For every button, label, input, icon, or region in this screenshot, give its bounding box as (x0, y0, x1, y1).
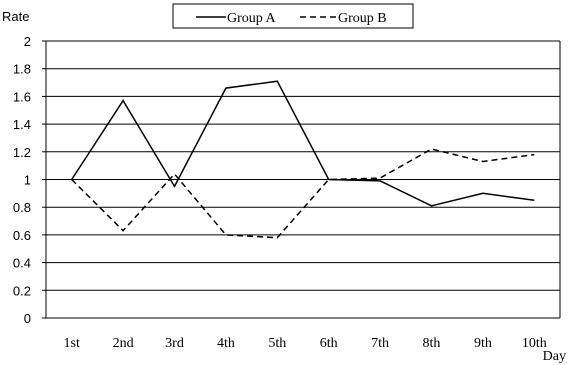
x-tick-label: 5th (268, 336, 286, 351)
legend-label-group-b: Group B (338, 11, 387, 26)
x-tick-label: 9th (474, 336, 492, 351)
x-tick-label: 7th (371, 336, 389, 351)
legend: Group A Group B (172, 3, 414, 29)
series-line-group-a (71, 80, 535, 207)
y-tick-label: 1.4 (13, 117, 31, 132)
y-tick-label: 0.4 (13, 256, 31, 271)
y-axis-label: Rate (2, 9, 29, 24)
y-tick-label: 0.2 (13, 283, 31, 298)
series-lines (71, 80, 535, 239)
x-tick-label: 10th (522, 336, 547, 351)
x-tick-label: 2nd (113, 336, 134, 351)
x-tick-label: 4th (217, 336, 235, 351)
x-tick-label: 1st (64, 336, 80, 351)
y-tick-labels: 0 0.2 0.4 0.6 0.8 1 1.2 1.4 1.6 1.8 2 (13, 34, 31, 326)
gridlines (42, 40, 561, 319)
x-tick-label: 6th (320, 336, 338, 351)
legend-frame (172, 3, 414, 29)
y-tick-label: 0.6 (13, 228, 31, 243)
x-axis-label: Day (543, 349, 566, 364)
y-tick-label: 1.6 (13, 89, 31, 104)
x-tick-label: 3rd (165, 336, 184, 351)
y-tick-label: 1.2 (13, 145, 31, 160)
y-tick-label: 2 (24, 34, 31, 49)
y-tick-label: 1 (24, 173, 31, 188)
y-tick-label: 0 (24, 311, 31, 326)
series-line-group-b (71, 148, 535, 239)
y-tick-label: 1.8 (13, 62, 31, 77)
x-tick-label: 8th (423, 336, 441, 351)
y-tick-label: 0.8 (13, 200, 31, 215)
x-tick-labels: 1st 2nd 3rd 4th 5th 6th 7th 8th 9th 10th (64, 336, 547, 351)
legend-label-group-a: Group A (227, 11, 277, 26)
